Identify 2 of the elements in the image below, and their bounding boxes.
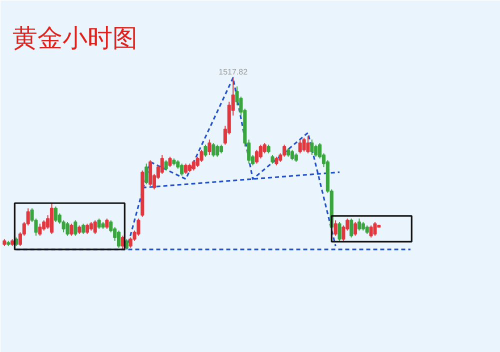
annotation: 1517.82 xyxy=(218,67,248,76)
chart-title: 黄金小时图 xyxy=(12,26,138,52)
